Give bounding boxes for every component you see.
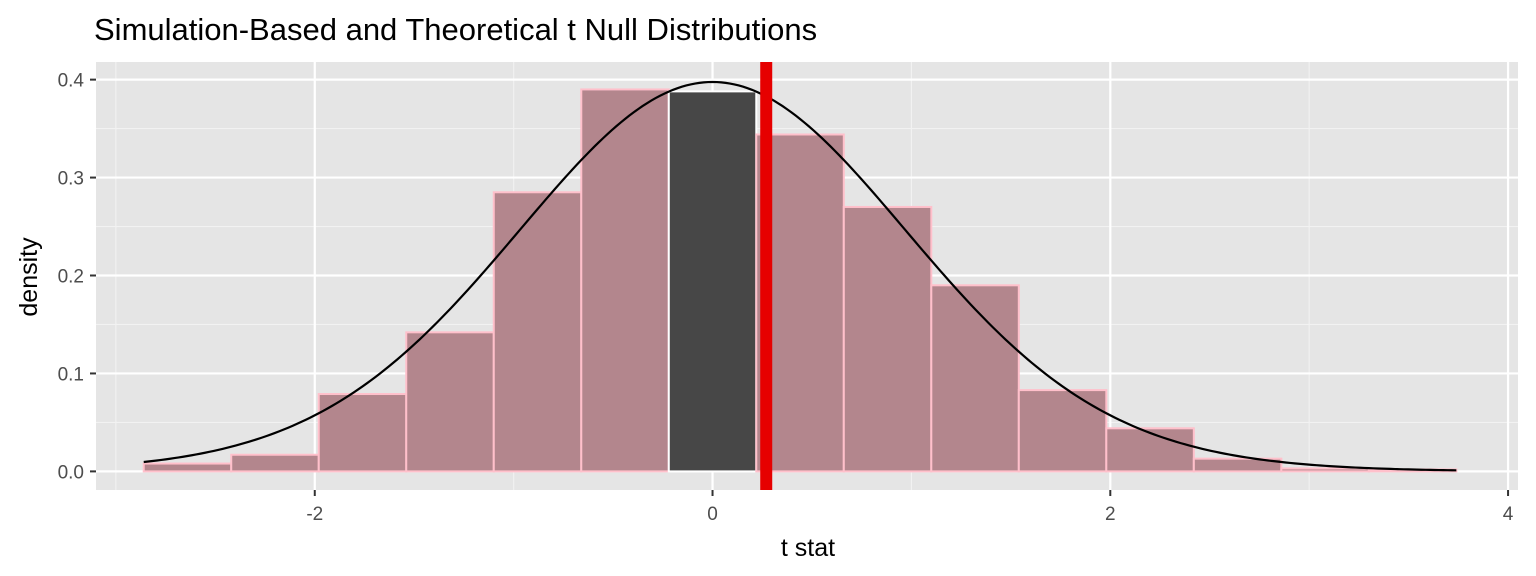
y-tick-label: 0.2 [58,267,84,288]
histogram-bar [1192,457,1283,473]
x-axis: -2 0 2 4 [306,490,1514,525]
histogram-bar [1280,467,1370,473]
histogram-bar [1017,389,1108,473]
y-tick-label: 0.0 [58,462,84,483]
histogram-bar [1105,427,1195,473]
x-tick-label: -2 [306,504,323,525]
histogram-bar [317,393,408,473]
histogram-bar [930,284,1020,473]
x-tick-label: 0 [707,504,718,525]
histogram-bar [580,88,670,473]
x-axis-title: t stat [781,534,835,562]
y-tick-label: 0.4 [58,71,85,92]
y-tick-label: 0.1 [58,364,84,385]
x-tick-label: 4 [1503,504,1514,525]
histogram-bar [142,462,233,473]
histogram-bar [405,331,495,473]
histogram-bar [230,453,320,473]
y-axis: 0.0 0.1 0.2 0.3 0.4 [58,71,96,483]
y-axis-title: density [15,237,43,317]
theoretical-density-curve [143,80,1457,472]
y-tick-label: 0.3 [58,169,84,190]
histogram-bar [842,205,933,473]
histogram-bar [492,191,583,473]
x-tick-label: 2 [1105,504,1116,525]
chart-title: Simulation-Based and Theoretical t Null … [94,12,817,47]
histogram-bar [667,90,758,473]
